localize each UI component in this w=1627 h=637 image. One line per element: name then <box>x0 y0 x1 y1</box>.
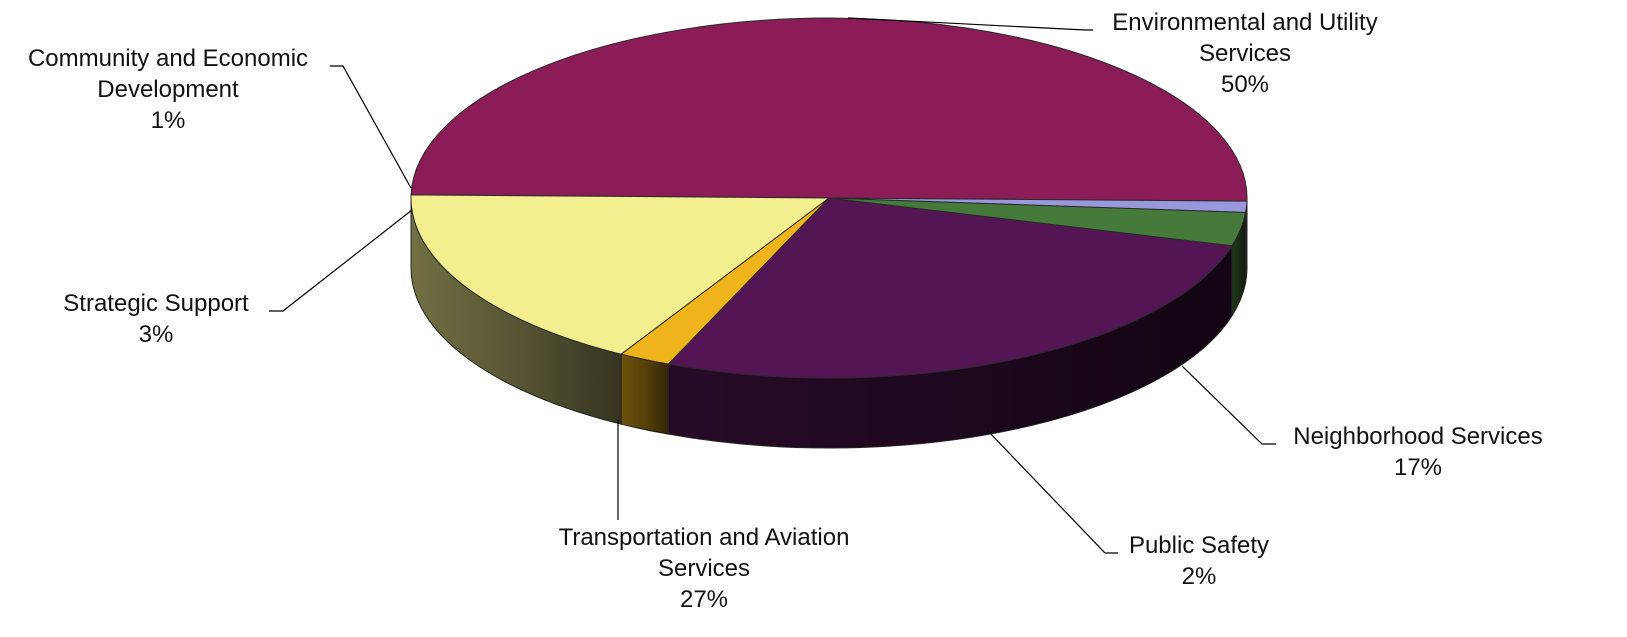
slice-percent-label: 2% <box>1182 563 1217 590</box>
slice-name-label: Community and Economic <box>28 45 308 72</box>
pie-wall-shade-3 <box>668 245 1232 448</box>
pie-wall-shade-1 <box>411 198 622 425</box>
pie-slice-environmental-and-utility-services <box>410 17 1248 202</box>
slice-name-label: Transportation and Aviation <box>559 524 850 551</box>
leader-line-5 <box>330 65 412 189</box>
leader-line-2 <box>986 429 1118 554</box>
pie-wall-shade-2 <box>621 354 669 435</box>
pie-slice-neighborhood-services <box>410 194 830 355</box>
slice-percent-label: 3% <box>139 321 174 348</box>
slice-labels: Environmental and Utility Services 50% Neig… <box>28 9 1543 613</box>
pie-wall-shade-4 <box>1231 212 1246 316</box>
slice-percent-label: 1% <box>151 107 186 134</box>
slice-name-label: Public Safety <box>1129 532 1269 559</box>
slice-name-label: Services <box>1199 40 1291 67</box>
slice-name-label: Development <box>97 76 239 103</box>
pie-slice-transportation-and-aviation-services <box>667 197 1233 379</box>
pie-slice-community-and-economic-development <box>828 197 1248 213</box>
leader-line-4 <box>269 209 413 312</box>
leader-line-1 <box>1181 365 1276 445</box>
slice-percent-label: 27% <box>680 586 728 613</box>
slice-name-label: Services <box>658 555 750 582</box>
slice-name-label: Strategic Support <box>63 290 249 317</box>
slice-name-label: Environmental and Utility <box>1112 9 1377 36</box>
slice-name-label: Neighborhood Services <box>1293 423 1542 450</box>
pie-top-faces <box>410 17 1248 379</box>
slice-percent-label: 17% <box>1394 454 1442 481</box>
leader-line-0 <box>847 17 1093 31</box>
pie-wall-shade-5 <box>1245 201 1247 283</box>
slice-percent-label: 50% <box>1221 71 1269 98</box>
